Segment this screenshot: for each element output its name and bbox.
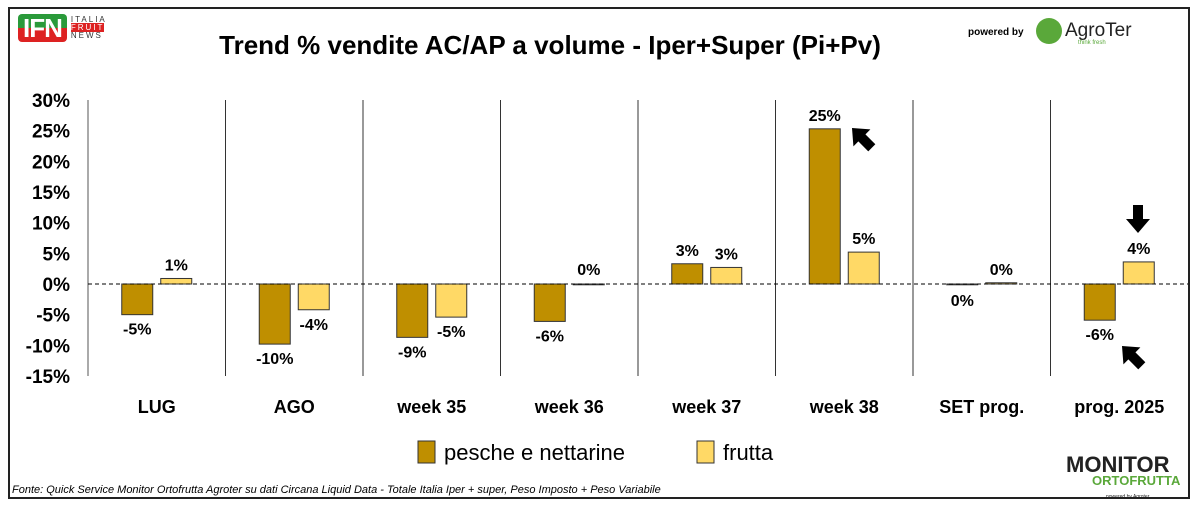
x-tick-label: week 36 [534,397,604,417]
legend-swatch [696,440,715,464]
bar-pesche [808,128,841,285]
data-label: -5% [123,322,151,339]
y-tick-label: 25% [32,122,70,143]
bar-frutta [1122,261,1155,285]
y-tick-label: -10% [26,336,70,357]
arrow-icon [1126,205,1150,233]
chart-title: Trend % vendite AC/AP a volume - Iper+Su… [219,30,881,60]
y-tick-label: -5% [36,306,70,327]
legend-label: pesche e nettarine [444,440,625,465]
chart-frame [8,7,1190,499]
bar-pesche [258,283,291,345]
bar-frutta [710,266,743,285]
data-label: 25% [809,108,841,125]
bar-frutta [847,251,880,285]
source-note: Fonte: Quick Service Monitor Ortofrutta … [12,484,661,496]
bar-pesche [1083,283,1116,321]
y-tick-label: -15% [26,367,70,388]
bar-pesche [671,263,704,285]
legend-swatch [417,440,436,464]
tree-icon [1036,18,1062,44]
data-label: 0% [577,262,600,279]
data-label: 0% [990,262,1013,279]
y-tick-label: 30% [32,91,70,112]
ifn-logo: IFN ITALIA FRUIT NEWS [18,14,107,42]
data-label: 0% [951,293,974,310]
arrow-icon [852,128,876,152]
data-label: -6% [536,328,564,345]
data-label: 3% [676,243,699,260]
data-label: 4% [1127,241,1150,258]
powered-by-label: powered by [968,27,1024,38]
y-tick-label: 20% [32,152,70,173]
data-label: -4% [300,317,328,334]
data-label: 3% [715,246,738,263]
data-label: -5% [437,324,465,341]
x-tick-label: week 37 [671,397,741,417]
x-tick-label: SET prog. [939,397,1024,417]
bar-pesche [121,283,154,316]
bar-pesche [533,283,566,322]
bar-frutta [297,283,330,311]
data-label: 5% [852,231,875,248]
data-label: -9% [398,344,426,361]
bar-pesche [396,283,429,338]
x-tick-label: LUG [138,397,176,417]
x-tick-label: prog. 2025 [1074,397,1164,417]
x-tick-label: AGO [274,397,315,417]
y-tick-label: 15% [32,183,70,204]
data-label: 1% [165,257,188,274]
arrow-icon [1122,346,1146,370]
agroter-logo: AgroTer think fresh [1036,18,1132,46]
monitor-ortofrutta-logo: MONITOR ORTOFRUTTA powered by Agroter [1066,452,1181,501]
bar-frutta [160,277,193,285]
ifn-logo-text: ITALIA FRUIT NEWS [70,15,107,40]
legend-label: frutta [723,440,774,465]
y-tick-label: 0% [43,275,71,296]
y-tick-label: 10% [32,214,70,235]
data-label: -6% [1086,327,1114,344]
y-tick-label: 5% [43,244,71,265]
x-tick-label: week 38 [809,397,879,417]
x-tick-label: week 35 [396,397,466,417]
ifn-logo-mark: IFN [18,14,67,42]
bar-frutta [435,283,468,318]
data-label: -10% [256,351,293,368]
